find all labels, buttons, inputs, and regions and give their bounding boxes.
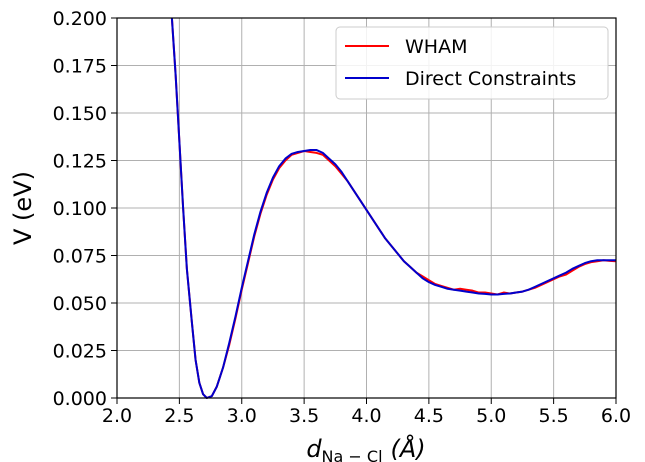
x-axis-title-main: d [306,435,322,462]
y-tick-label: 0.200 [53,8,107,30]
legend-label-wham: WHAM [405,36,467,58]
x-tick-label: 5.5 [539,405,569,427]
x-tick-label: 3.5 [289,405,319,427]
x-tick-label: 6.0 [601,405,631,427]
y-tick-label: 0.075 [53,246,107,268]
y-tick-label: 0.000 [53,388,107,410]
legend: WHAM Direct Constraints [336,27,608,99]
x-axis-title-subscript: Na − Cl [322,447,383,462]
legend-label-direct-constraints: Direct Constraints [405,68,576,90]
y-tick-label: 0.125 [53,151,107,173]
x-tick-label: 3.0 [227,405,257,427]
x-tick-label: 4.0 [351,405,381,427]
y-tick-label: 0.025 [53,341,107,363]
x-tick-label: 2.5 [164,405,194,427]
y-tick-label: 0.175 [53,56,107,78]
y-tick-label: 0.050 [53,293,107,315]
x-tick-label: 5.0 [476,405,506,427]
y-axis-title: V (eV) [9,171,37,245]
y-tick-label: 0.100 [53,198,107,220]
x-tick-label: 4.5 [414,405,444,427]
y-tick-label: 0.150 [53,103,107,125]
x-axis-title-unit: (Å) [391,434,426,462]
